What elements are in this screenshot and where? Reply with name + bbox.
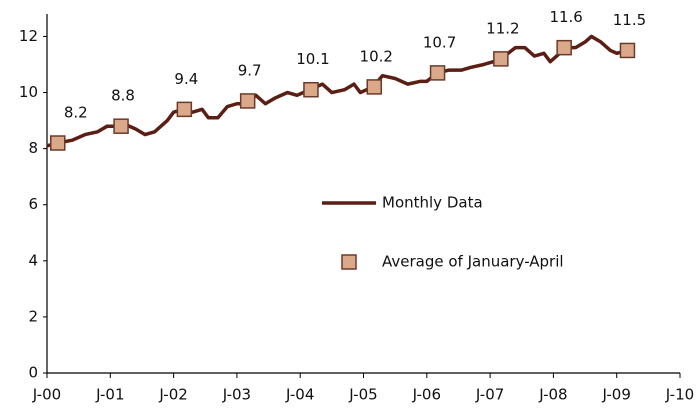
y-tick-label: 2 (28, 307, 38, 325)
data-label: 10.7 (423, 33, 456, 51)
x-tick-label: J-07 (475, 386, 504, 404)
x-tick-label: J-10 (665, 386, 694, 404)
y-tick-label: 12 (19, 27, 38, 45)
y-tick-label: 4 (28, 251, 38, 269)
x-tick-label: J-02 (158, 386, 187, 404)
data-label: 9.7 (238, 61, 262, 79)
monthly-line (46, 34, 628, 148)
y-tick-label: 6 (28, 195, 38, 213)
x-tick-label: J-04 (285, 386, 314, 404)
y-tick-label: 8 (28, 139, 38, 157)
data-label: 11.5 (613, 11, 646, 29)
x-tick-label: J-05 (348, 386, 377, 404)
x-tick-label: J-03 (222, 386, 251, 404)
average-marker (176, 101, 193, 118)
y-tick-label: 10 (19, 83, 38, 101)
y-tick-label: 0 (28, 364, 38, 382)
legend-marker (341, 254, 357, 270)
legend-label: Monthly Data (382, 194, 483, 212)
data-label: 9.4 (174, 70, 198, 88)
x-tick-label: J-06 (412, 386, 441, 404)
average-marker (303, 81, 319, 98)
data-label: 8.2 (64, 104, 88, 122)
average-marker (113, 118, 129, 134)
average-marker (429, 65, 446, 81)
data-label: 8.8 (111, 87, 135, 105)
x-tick-label: J-08 (538, 386, 567, 404)
average-marker (619, 42, 636, 59)
x-tick-label: J-01 (95, 386, 124, 404)
average-marker (366, 79, 383, 95)
data-label: 11.6 (549, 8, 582, 26)
average-marker (239, 93, 256, 109)
x-tick-label: J-09 (602, 386, 631, 404)
data-label: 10.1 (296, 50, 329, 68)
average-marker (50, 135, 66, 151)
average-marker (556, 39, 572, 56)
data-label: 10.2 (360, 47, 393, 65)
average-marker (493, 51, 509, 67)
data-label: 11.2 (486, 19, 519, 37)
x-tick-label: J-00 (32, 386, 61, 404)
legend-label: Average of January-April (382, 253, 564, 271)
